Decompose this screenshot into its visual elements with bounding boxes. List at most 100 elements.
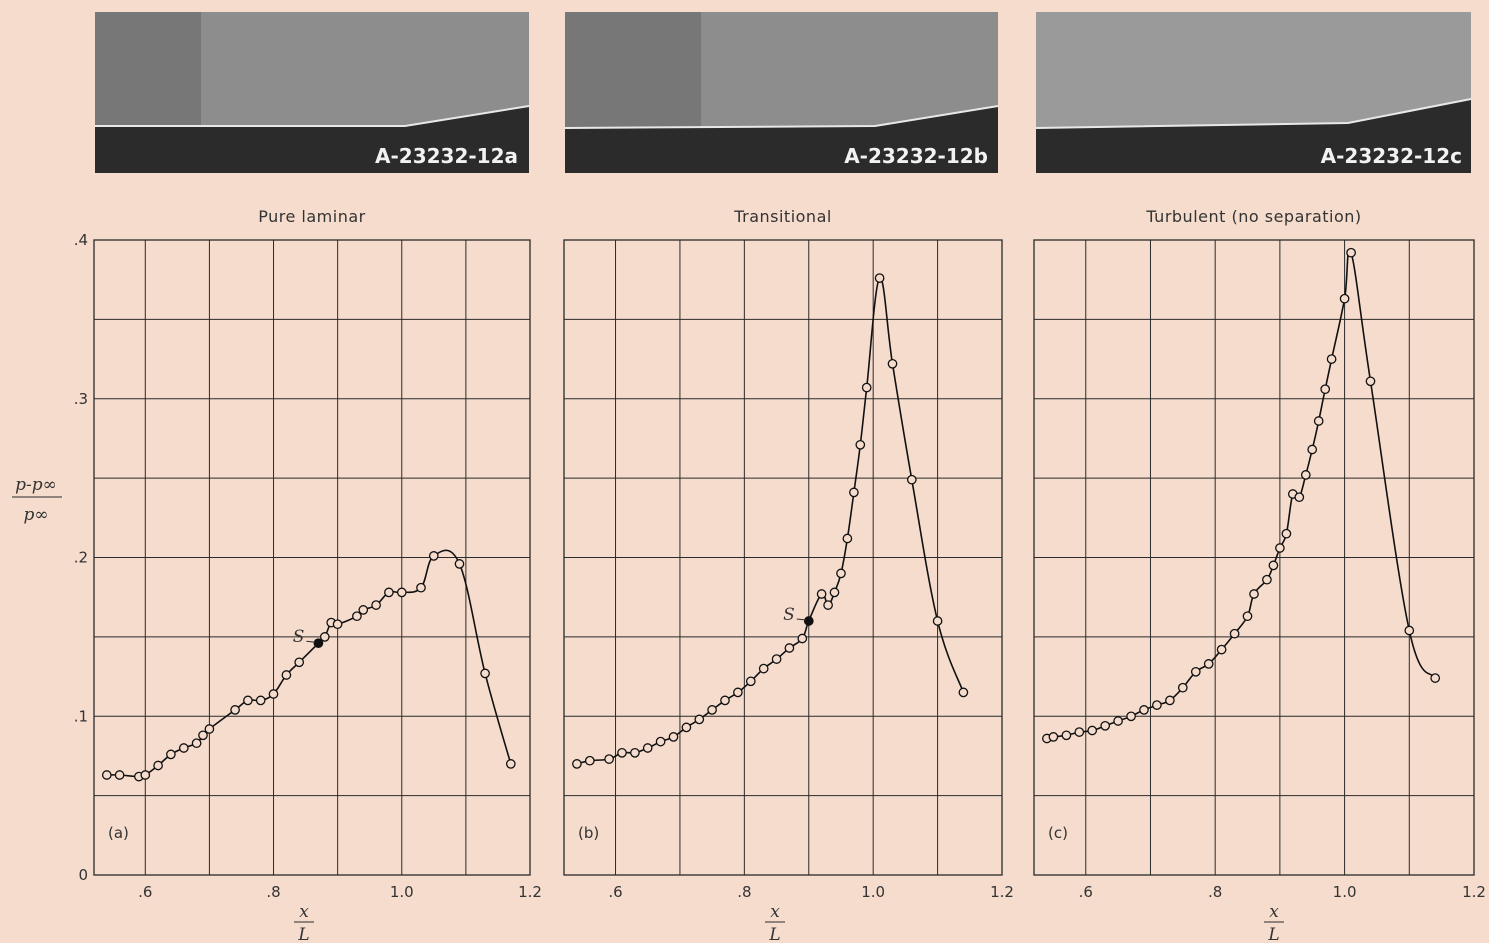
data-point xyxy=(166,749,176,760)
data-point xyxy=(1216,644,1227,655)
chart-title: Pure laminar xyxy=(258,207,365,226)
data-point xyxy=(823,600,833,610)
data-point xyxy=(1339,293,1350,304)
data-point xyxy=(758,663,769,674)
data-point xyxy=(384,587,394,598)
data-point xyxy=(319,632,330,642)
x-tick-label: 1.2 xyxy=(1462,883,1486,901)
x-axis-label-denominator: L xyxy=(297,925,309,943)
data-point xyxy=(958,687,969,698)
data-point xyxy=(101,770,112,780)
data-point xyxy=(829,587,840,598)
photo-label-a: A-23232-12a xyxy=(375,144,518,168)
data-point xyxy=(604,754,614,764)
data-point xyxy=(1177,682,1188,693)
photo-label-b: A-23232-12b xyxy=(844,144,988,168)
chart-title: Transitional xyxy=(733,207,832,226)
data-point xyxy=(198,730,208,741)
data-point xyxy=(887,358,898,369)
photo-c: A-23232-12c xyxy=(1035,12,1472,173)
data-point xyxy=(352,611,362,622)
x-axis-label-numerator: x xyxy=(299,902,309,922)
data-point xyxy=(1262,574,1272,585)
y-tick-label: .1 xyxy=(74,707,88,725)
x-tick-label: 1.0 xyxy=(1333,883,1357,901)
x-tick-label: .8 xyxy=(1208,883,1222,901)
panel-label: (c) xyxy=(1048,824,1068,842)
data-point xyxy=(816,589,827,599)
data-point xyxy=(707,705,717,715)
x-tick-label: .6 xyxy=(138,883,152,901)
data-point xyxy=(771,654,782,664)
data-point xyxy=(681,722,692,733)
data-point xyxy=(1320,384,1331,395)
data-point xyxy=(642,743,653,753)
chart-panels: Pure laminar.6.8 1.0 1.20.1.2.3.4xL(a)STra… xyxy=(74,207,1486,943)
data-point xyxy=(906,474,917,485)
x-tick-label: .6 xyxy=(1079,883,1093,901)
data-point xyxy=(1249,589,1259,599)
data-point xyxy=(1165,695,1175,706)
panel-label: (a) xyxy=(108,824,129,842)
data-point xyxy=(268,689,279,699)
y-tick-label: 0 xyxy=(78,866,88,884)
data-point xyxy=(204,724,215,734)
data-point xyxy=(505,759,516,769)
photo-a: A-23232-12a xyxy=(95,12,530,173)
data-point xyxy=(694,714,705,725)
data-point xyxy=(1242,611,1253,622)
data-point xyxy=(178,743,189,753)
data-point xyxy=(140,770,151,780)
separation-point xyxy=(803,616,814,626)
data-point xyxy=(572,759,582,769)
data-point xyxy=(1430,673,1441,683)
photo-b: A-23232-12b xyxy=(564,12,999,173)
data-point xyxy=(191,738,202,749)
y-axis-label-denominator: p∞ xyxy=(23,505,48,525)
data-point xyxy=(1275,543,1285,553)
data-point xyxy=(932,616,943,626)
data-point xyxy=(416,582,426,593)
data-point xyxy=(1365,376,1376,387)
data-point xyxy=(428,551,439,561)
data-point xyxy=(842,533,853,544)
data-point xyxy=(454,559,465,569)
annotation-leader xyxy=(796,618,806,621)
data-point xyxy=(1074,727,1085,737)
data-point xyxy=(281,670,292,680)
data-point xyxy=(1126,711,1136,722)
data-point xyxy=(1048,732,1059,742)
y-axis-label: p-p∞ p∞ xyxy=(12,475,62,525)
x-tick-label: .6 xyxy=(608,883,622,901)
photo-label-c: A-23232-12c xyxy=(1321,144,1462,168)
data-point xyxy=(1229,628,1240,639)
data-point xyxy=(1326,354,1337,364)
x-tick-label: 1.2 xyxy=(990,883,1014,901)
data-point xyxy=(1139,705,1149,715)
data-point xyxy=(1061,730,1072,741)
y-tick-label: .2 xyxy=(74,549,88,567)
series-line xyxy=(1046,248,1436,740)
data-point xyxy=(1113,716,1123,726)
chart-title: Turbulent (no separation) xyxy=(1145,207,1361,226)
x-axis-label-denominator: L xyxy=(768,925,780,943)
data-point xyxy=(855,439,866,450)
x-tick-label: .8 xyxy=(737,883,751,901)
data-point xyxy=(668,732,679,742)
data-point xyxy=(861,382,872,393)
data-point xyxy=(153,760,163,771)
plot-frame xyxy=(1033,239,1475,876)
data-point xyxy=(1307,444,1318,455)
data-point xyxy=(584,755,595,766)
x-tick-label: 1.0 xyxy=(861,883,885,901)
data-point xyxy=(255,695,266,706)
data-point xyxy=(784,643,795,653)
x-axis-label-numerator: x xyxy=(1269,902,1279,922)
data-point xyxy=(733,687,743,698)
y-axis-label-numerator: p-p∞ xyxy=(15,475,57,495)
data-point xyxy=(630,747,640,758)
data-point xyxy=(1203,659,1214,669)
data-point xyxy=(396,587,407,598)
data-point xyxy=(617,747,627,758)
